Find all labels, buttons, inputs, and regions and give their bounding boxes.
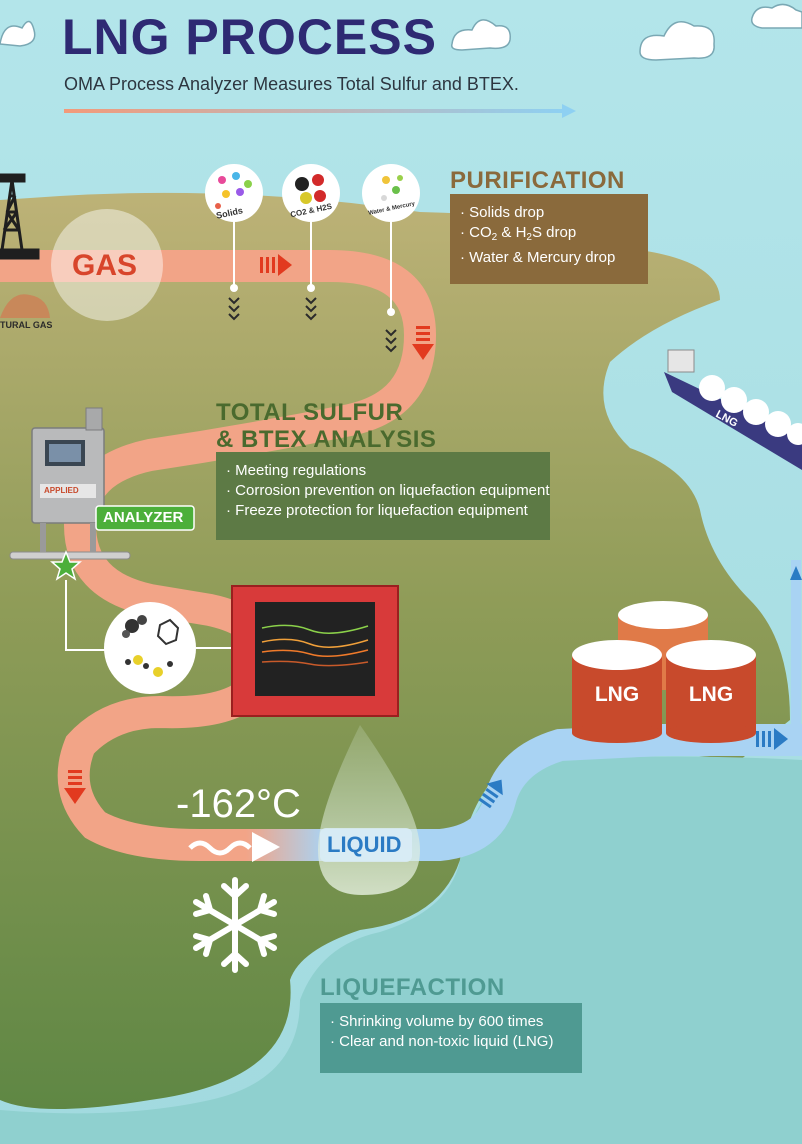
analyzer-monitor-icon — [231, 585, 399, 717]
flow-arrow-icon — [260, 254, 292, 276]
liquefaction-item: Shrinking volume by 600 times — [330, 1012, 572, 1032]
water-mercury-bubble-icon — [362, 164, 420, 316]
lng-tank-right — [666, 640, 756, 743]
purification-item: Water & Mercury drop — [460, 248, 638, 268]
liquid-label: LIQUID — [327, 832, 402, 857]
purification-item: Solids drop — [460, 203, 638, 223]
purification-box: Solids drop CO2 & H2S drop Water & Mercu… — [450, 194, 648, 284]
flow-arrow-down-icon — [64, 770, 86, 804]
title-underline-arrowhead — [562, 104, 576, 118]
purification-heading: PURIFICATION — [450, 167, 625, 194]
snowflake-icon — [193, 877, 277, 973]
page-title: LNG PROCESS — [62, 9, 437, 65]
natural-gas-label: TURAL GAS — [0, 320, 53, 330]
solids-bubble-icon — [205, 164, 263, 292]
wave-arrowhead — [252, 832, 280, 862]
analyzer-brand-label: APPLIED — [44, 486, 79, 495]
gas-pipeline — [0, 250, 437, 861]
liquefaction-item: Clear and non-toxic liquid (LNG) — [330, 1032, 572, 1052]
liquefaction-box: Shrinking volume by 600 times Clear and … — [320, 1003, 582, 1073]
analysis-heading: TOTAL SULFUR & BTEX ANALYSIS — [216, 399, 437, 453]
temperature-label: -162°C — [176, 782, 301, 826]
liquid-pipeline — [320, 724, 802, 861]
up-arrow-icon — [790, 566, 802, 580]
cloud-icon — [0, 3, 802, 61]
flow-arrow-down-icon — [412, 326, 434, 360]
oil-derrick-icon — [0, 173, 40, 260]
molecules-bubble-icon — [104, 602, 232, 694]
gas-label: GAS — [72, 249, 138, 282]
page-subtitle: OMA Process Analyzer Measures Total Sulf… — [64, 74, 519, 94]
star-icon — [50, 549, 82, 581]
analysis-item: Corrosion prevention on liquefaction equ… — [226, 481, 549, 501]
liquefaction-heading: LIQUEFACTION — [320, 974, 505, 1001]
sample-line — [65, 580, 110, 651]
ocean-bay — [0, 756, 802, 1144]
analyzer-cabinet-icon — [9, 407, 131, 560]
analyzer-badge — [95, 505, 195, 531]
lng-ship-icon — [664, 349, 802, 470]
flow-arrow-diagonal-icon — [478, 779, 503, 809]
lng-tank-label: LNG — [688, 683, 734, 706]
chevron-down-icon — [228, 297, 397, 353]
co2-h2s-bubble-icon — [282, 164, 340, 292]
flow-arrow-icon — [756, 728, 788, 750]
analyzer-badge-label: ANALYZER — [103, 509, 184, 526]
gas-bubble — [51, 209, 163, 321]
wave-arrow-icon — [188, 840, 252, 856]
analysis-box: Meeting regulations Corrosion prevention… — [216, 452, 550, 540]
analysis-item: Meeting regulations — [226, 461, 540, 481]
title-underline — [64, 109, 564, 113]
gas-reservoir-mound — [0, 294, 50, 318]
analysis-item: Freeze protection for liquefaction equip… — [226, 501, 540, 521]
liquid-pill — [320, 828, 412, 862]
lng-tank-left — [572, 640, 662, 743]
lng-tank-label: LNG — [594, 683, 640, 706]
purification-item: CO2 & H2S drop — [460, 223, 638, 248]
